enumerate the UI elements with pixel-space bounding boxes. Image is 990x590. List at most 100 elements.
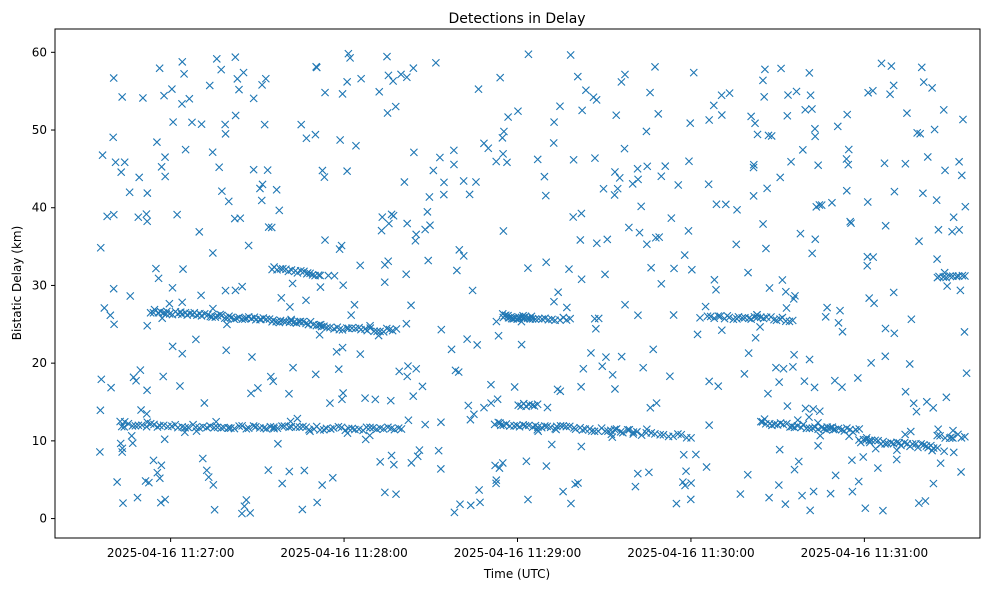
detection-point (329, 424, 338, 433)
detection-point (733, 205, 742, 214)
detection-point (499, 127, 508, 136)
detection-point (152, 138, 161, 147)
detection-point (760, 92, 769, 101)
x-tick-label: 2025-04-16 11:31:00 (801, 546, 928, 560)
detection-point (806, 506, 815, 515)
detection-point (559, 487, 568, 496)
detection-point (923, 152, 932, 161)
detection-point (208, 148, 217, 157)
y-tick-label: 60 (32, 45, 47, 59)
detection-point (677, 430, 686, 439)
detection-point (109, 210, 118, 219)
detection-point (877, 59, 886, 68)
detection-point (162, 309, 171, 318)
detection-point (586, 348, 595, 357)
detection-point (208, 304, 217, 313)
detection-point (940, 447, 949, 456)
detection-point (682, 467, 691, 476)
detection-point (181, 423, 190, 432)
detection-point (362, 423, 371, 432)
detection-point (135, 173, 144, 182)
detection-point (777, 64, 786, 73)
detection-point (859, 452, 868, 461)
detection-point (843, 110, 852, 119)
detection-point (224, 197, 233, 206)
detection-point (527, 312, 536, 321)
detection-point (118, 448, 127, 456)
detection-point (464, 401, 473, 410)
detection-point (870, 299, 879, 308)
detection-point (961, 202, 970, 211)
detection-point (235, 85, 243, 94)
detection-point (238, 421, 247, 430)
detection-point (649, 345, 658, 354)
detection-point (380, 278, 389, 287)
detection-point (291, 423, 300, 432)
detection-point (128, 439, 137, 448)
detection-point (635, 228, 644, 237)
detection-point (610, 190, 619, 199)
detection-point (811, 235, 820, 244)
detection-point (311, 130, 320, 139)
detection-point (854, 477, 863, 486)
detection-point (113, 478, 122, 487)
detection-point (669, 432, 678, 441)
detection-point (905, 359, 914, 368)
detection-point (714, 312, 723, 321)
detection-point (260, 120, 269, 129)
detection-point (109, 284, 118, 293)
detection-point (344, 424, 353, 433)
detection-point (403, 362, 412, 371)
detection-point (266, 372, 275, 381)
detection-point (651, 233, 660, 242)
detection-point (394, 424, 403, 433)
detection-point (440, 178, 448, 187)
detection-point (173, 210, 182, 219)
detection-point (834, 318, 843, 327)
detection-point (809, 487, 818, 496)
detection-point (579, 364, 588, 373)
detection-point (550, 118, 559, 127)
detection-point (510, 382, 519, 391)
detection-point (571, 425, 580, 434)
detection-point (521, 421, 530, 430)
detection-point (599, 184, 608, 193)
detection-point (656, 430, 665, 439)
detection-point (691, 450, 700, 459)
detection-point (729, 315, 738, 324)
detection-point (366, 423, 374, 432)
detection-point (447, 345, 456, 354)
detection-point (783, 402, 792, 411)
detection-point (590, 154, 599, 163)
detection-point (771, 363, 780, 372)
detection-point (370, 327, 379, 336)
detection-point (391, 102, 400, 111)
detection-point (385, 325, 394, 334)
detection-point (165, 299, 174, 308)
detection-point (100, 303, 109, 312)
detection-point (153, 422, 162, 431)
detection-point (222, 346, 231, 355)
detection-point (253, 383, 262, 392)
detection-point (423, 207, 432, 216)
detection-point (180, 69, 189, 78)
detection-point (230, 424, 239, 433)
detection-point (188, 118, 196, 127)
detection-point (704, 180, 713, 189)
detection-point (343, 77, 352, 86)
detection-point (259, 424, 268, 432)
detection-point (547, 440, 556, 449)
detection-point (324, 271, 333, 280)
detection-point (928, 83, 937, 92)
detection-point (613, 184, 622, 193)
detection-point (275, 206, 284, 215)
detection-point (118, 92, 127, 101)
detection-point (289, 363, 298, 372)
detection-point (469, 410, 478, 419)
detection-point (667, 214, 676, 223)
detection-point (466, 501, 475, 510)
detection-point (231, 53, 240, 62)
detection-point (541, 191, 550, 200)
detection-point (200, 398, 209, 407)
detection-point (125, 188, 134, 197)
